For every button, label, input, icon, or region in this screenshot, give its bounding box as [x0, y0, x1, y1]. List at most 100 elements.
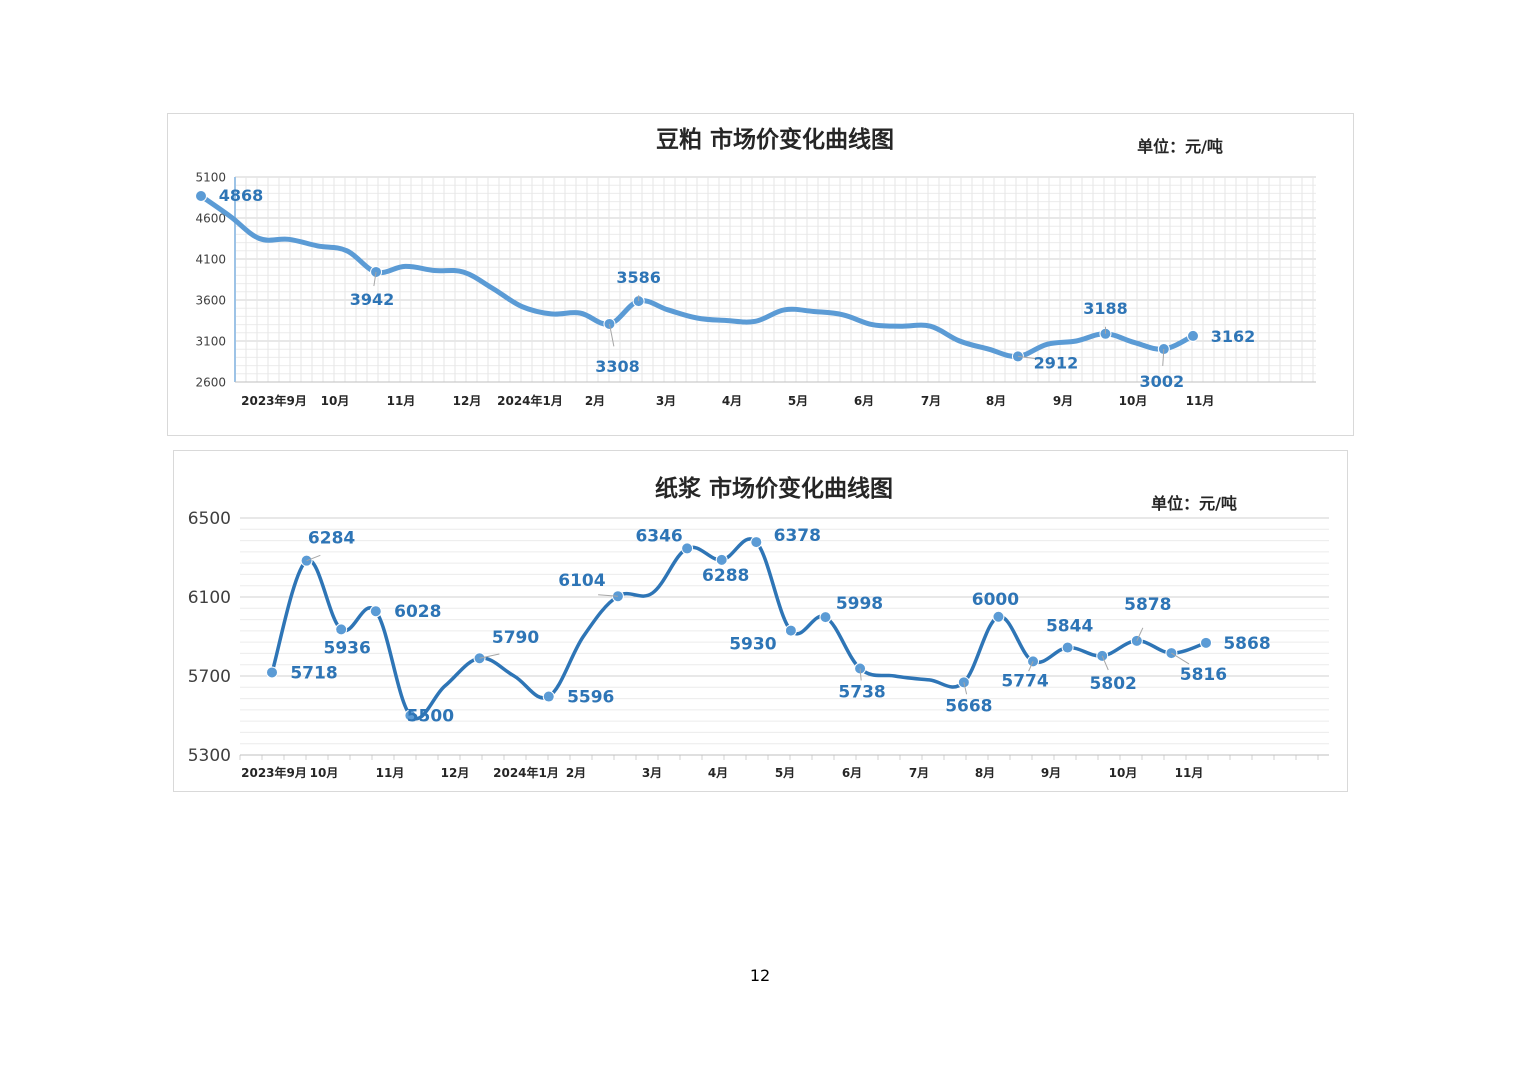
- label-leader-line: [1162, 349, 1165, 366]
- y-tick-label: 4600: [195, 211, 226, 225]
- data-point-marker: [715, 553, 728, 566]
- x-tick-label: 2024年1月: [497, 393, 563, 408]
- data-point-marker: [681, 542, 694, 555]
- x-tick-label: 12月: [441, 766, 470, 780]
- data-label: 3162: [1211, 327, 1256, 346]
- label-leader-line: [1171, 652, 1190, 665]
- x-tick-label: 10月: [1119, 394, 1148, 408]
- data-label: 5878: [1124, 595, 1171, 615]
- x-tick-label: 11月: [1175, 766, 1204, 780]
- label-leader-line: [598, 594, 618, 597]
- data-point-marker: [784, 624, 797, 637]
- x-tick-label: 3月: [656, 394, 676, 408]
- y-tick-label: 6100: [188, 588, 231, 608]
- y-tick-label: 3100: [195, 334, 226, 348]
- x-tick-label: 5月: [788, 394, 808, 408]
- x-tick-label: 7月: [909, 766, 929, 780]
- y-tick-label: 5700: [188, 667, 231, 687]
- x-tick-label: 8月: [986, 394, 1006, 408]
- data-label: 3308: [595, 357, 640, 376]
- label-leader-line: [963, 682, 968, 695]
- x-tick-label: 10月: [310, 766, 339, 780]
- x-tick-label: 5月: [775, 766, 795, 780]
- unit-label: 单位：元/吨: [1137, 137, 1223, 156]
- data-label: 3002: [1140, 372, 1185, 391]
- data-label: 5868: [1223, 634, 1270, 654]
- x-tick-label: 12月: [453, 394, 482, 408]
- pulp-chart-panel: 5300 5700 6100 6500 2023年9月 10月 11月 12月 2024年1月 2…: [173, 450, 1348, 792]
- y-tick-label: 5300: [188, 746, 231, 766]
- data-label: 5930: [729, 635, 776, 655]
- data-point-marker: [300, 554, 313, 567]
- x-tick-label: 2024年1月: [493, 765, 559, 780]
- data-point-marker: [266, 666, 278, 679]
- x-tick-label: 8月: [975, 766, 995, 780]
- page-number: 12: [749, 966, 771, 985]
- data-point-marker: [1027, 655, 1040, 668]
- data-label: 5816: [1180, 665, 1227, 685]
- label-leader-line: [1136, 627, 1144, 642]
- data-label: 5668: [945, 696, 992, 716]
- x-tick-label: 3月: [642, 766, 662, 780]
- x-tick-label: 6月: [854, 394, 874, 408]
- unit-label: 单位：元/吨: [1151, 494, 1237, 513]
- x-tick-label: 6月: [842, 766, 862, 780]
- data-point-marker: [335, 623, 348, 636]
- x-tick-label: 11月: [387, 394, 416, 408]
- data-point-marker: [542, 690, 555, 703]
- soybean-meal-chart: 2600 3100 3600 4100 4600 5100 2023年9月 10月 11月 12月…: [195, 126, 1316, 408]
- x-tick-label: 7月: [921, 394, 941, 408]
- label-leader-line: [608, 323, 615, 347]
- label-leader-line: [1101, 655, 1109, 671]
- x-tick-label: 2月: [566, 766, 586, 780]
- data-label: 3586: [616, 268, 661, 287]
- y-tick-label: 4100: [195, 252, 226, 266]
- data-label: 4868: [219, 186, 264, 205]
- label-leader-line: [859, 668, 862, 681]
- y-tick-label: 6500: [188, 509, 231, 529]
- data-label: 6000: [972, 590, 1019, 610]
- data-point-marker: [1061, 641, 1074, 654]
- x-tick-label: 2023年9月: [241, 765, 307, 780]
- y-tick-label: 5100: [195, 170, 226, 184]
- x-tick-label: 4月: [708, 766, 728, 780]
- data-label: 2912: [1034, 353, 1079, 372]
- chart-title: 纸浆 市场价变化曲线图: [655, 475, 893, 502]
- series-line: [198, 193, 1196, 359]
- data-point-marker: [819, 611, 832, 624]
- data-label: 5844: [1046, 617, 1093, 637]
- data-point-marker: [195, 190, 207, 203]
- gridlines: [239, 517, 1329, 760]
- y-tick-label: 2600: [195, 375, 226, 389]
- data-label: 5500: [407, 707, 454, 727]
- data-label: 6288: [702, 566, 749, 586]
- data-label: 5718: [290, 663, 337, 683]
- y-tick-label: 3600: [195, 293, 226, 307]
- data-label: 6378: [774, 526, 821, 546]
- gridlines: [234, 176, 1316, 383]
- x-tick-label: 11月: [376, 766, 405, 780]
- data-label: 5998: [836, 594, 883, 614]
- data-point-marker: [1187, 329, 1199, 342]
- data-point-marker: [369, 605, 382, 618]
- data-point-marker: [750, 536, 763, 549]
- x-tick-label: 9月: [1053, 394, 1073, 408]
- data-point-marker: [1096, 649, 1109, 662]
- label-leader-line: [373, 271, 377, 287]
- data-point-marker: [992, 610, 1005, 623]
- x-tick-label: 10月: [1109, 766, 1138, 780]
- chart-title: 豆粕 市场价变化曲线图: [656, 126, 894, 153]
- data-label: 3942: [350, 290, 395, 309]
- data-label: 6104: [558, 571, 605, 591]
- data-label: 6284: [308, 529, 355, 549]
- data-label: 6346: [635, 526, 682, 546]
- x-tick-label: 2月: [585, 394, 605, 408]
- data-point-marker: [404, 709, 417, 722]
- label-leader-line: [1028, 661, 1034, 672]
- data-point-marker: [1200, 636, 1212, 649]
- x-tick-label: 2023年9月: [241, 393, 307, 408]
- data-point-marker: [370, 265, 383, 278]
- data-label: 5802: [1090, 674, 1137, 694]
- x-tick-label: 10月: [321, 394, 350, 408]
